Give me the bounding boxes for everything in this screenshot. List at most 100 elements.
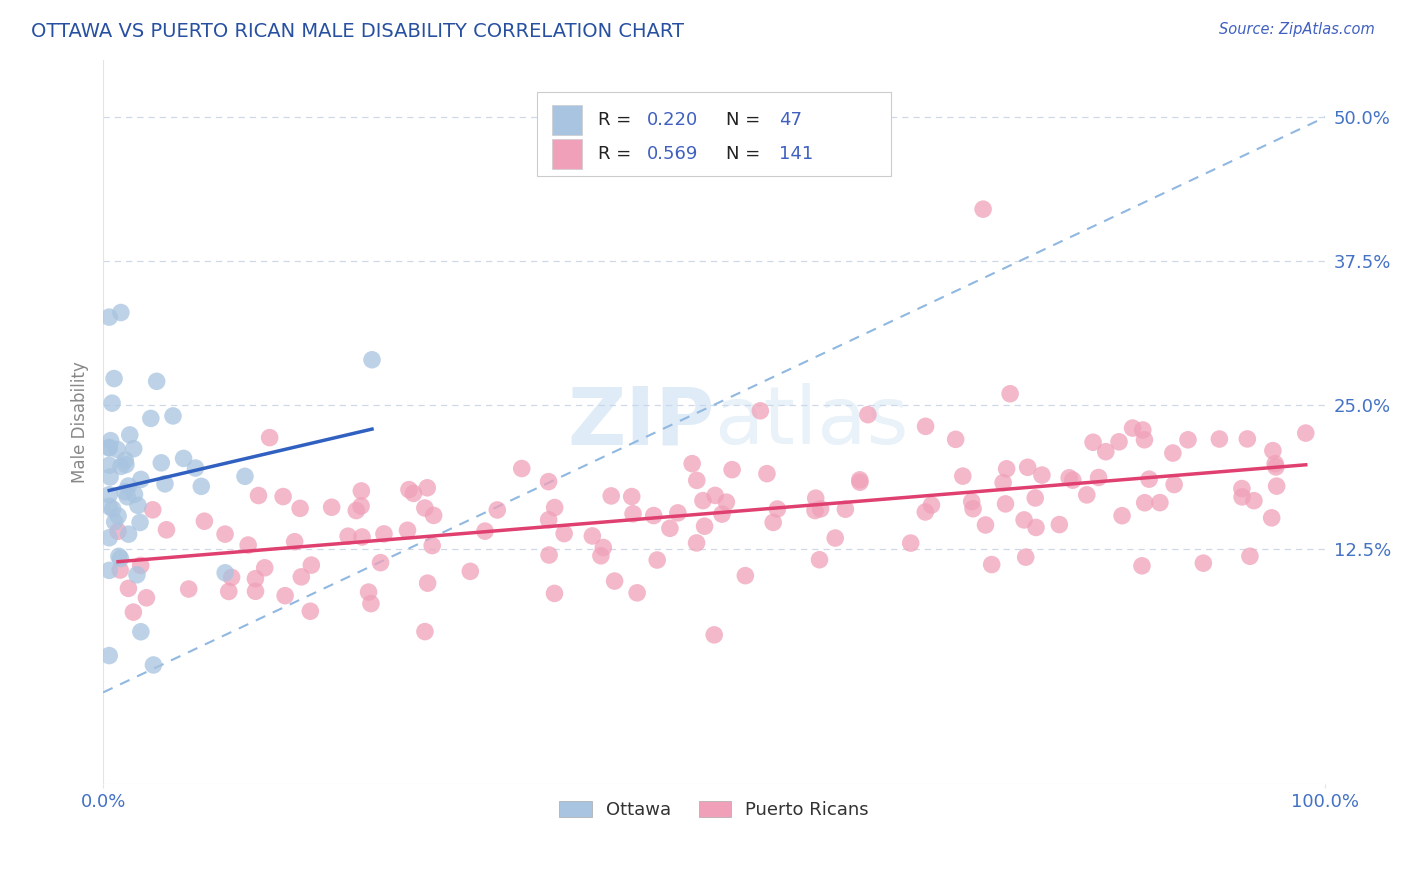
Point — [247, 489, 270, 503]
Point — [589, 549, 612, 563]
Point — [416, 576, 439, 591]
Y-axis label: Male Disability: Male Disability — [72, 361, 89, 483]
Text: N =: N = — [727, 111, 766, 128]
Point — [1076, 488, 1098, 502]
Point — [1031, 468, 1053, 483]
Point — [681, 457, 703, 471]
Text: 0.569: 0.569 — [647, 145, 699, 163]
Point — [271, 490, 294, 504]
Point — [360, 597, 382, 611]
Point — [114, 484, 136, 499]
Point — [153, 476, 176, 491]
Point — [98, 531, 121, 545]
Point — [766, 502, 789, 516]
Point — [1108, 434, 1130, 449]
Point — [122, 442, 145, 456]
Point — [1133, 496, 1156, 510]
Legend: Ottawa, Puerto Ricans: Ottawa, Puerto Ricans — [553, 793, 876, 826]
Point — [1057, 471, 1080, 485]
Point — [1236, 432, 1258, 446]
Point — [98, 458, 121, 473]
Point — [980, 558, 1002, 572]
Point — [804, 503, 827, 517]
Point — [173, 451, 195, 466]
Point — [1133, 433, 1156, 447]
Point — [114, 453, 136, 467]
Point — [849, 473, 872, 487]
Point — [100, 434, 122, 448]
Point — [1087, 470, 1109, 484]
Point — [1094, 444, 1116, 458]
Point — [337, 529, 360, 543]
Point — [626, 586, 648, 600]
Point — [299, 558, 322, 573]
Point — [1024, 491, 1046, 505]
Point — [1295, 426, 1317, 441]
Point — [600, 489, 623, 503]
Point — [603, 574, 626, 588]
Point — [420, 539, 443, 553]
Point — [321, 500, 343, 515]
Point — [98, 441, 121, 455]
Point — [808, 553, 831, 567]
Point — [98, 310, 121, 325]
Point — [422, 508, 444, 523]
Point — [856, 408, 879, 422]
Point — [1017, 460, 1039, 475]
Point — [98, 441, 121, 455]
Text: OTTAWA VS PUERTO RICAN MALE DISABILITY CORRELATION CHART: OTTAWA VS PUERTO RICAN MALE DISABILITY C… — [31, 22, 683, 41]
Point — [458, 565, 481, 579]
Point — [184, 461, 207, 475]
Point — [1260, 511, 1282, 525]
Point — [1264, 457, 1286, 471]
Point — [98, 500, 121, 514]
Point — [621, 507, 644, 521]
Point — [704, 488, 727, 502]
Point — [253, 561, 276, 575]
Point — [543, 586, 565, 600]
Point — [543, 500, 565, 515]
Point — [1025, 520, 1047, 534]
Point — [177, 582, 200, 596]
Point — [834, 502, 856, 516]
Point — [914, 505, 936, 519]
Point — [107, 524, 129, 539]
Point — [124, 487, 146, 501]
Point — [991, 475, 1014, 490]
FancyBboxPatch shape — [537, 92, 891, 176]
Point — [190, 479, 212, 493]
Point — [914, 419, 936, 434]
Point — [259, 431, 281, 445]
Point — [952, 469, 974, 483]
Point — [117, 527, 139, 541]
Point — [398, 483, 420, 497]
Point — [193, 514, 215, 528]
Point — [1177, 433, 1199, 447]
Text: R =: R = — [598, 111, 637, 128]
Point — [537, 475, 560, 489]
Point — [1015, 550, 1038, 565]
Point — [1163, 477, 1185, 491]
Point — [350, 499, 373, 513]
Point — [692, 493, 714, 508]
Text: ZIP: ZIP — [567, 383, 714, 461]
Text: 47: 47 — [779, 111, 801, 128]
Point — [1132, 423, 1154, 437]
Point — [357, 585, 380, 599]
Point — [1012, 513, 1035, 527]
Point — [98, 488, 121, 502]
Text: atlas: atlas — [714, 383, 908, 461]
Point — [162, 409, 184, 423]
Point — [537, 513, 560, 527]
Point — [110, 459, 132, 474]
Point — [1264, 459, 1286, 474]
Point — [101, 396, 124, 410]
Text: Source: ZipAtlas.com: Source: ZipAtlas.com — [1219, 22, 1375, 37]
Point — [299, 604, 322, 618]
Point — [129, 516, 152, 530]
Point — [693, 519, 716, 533]
Point — [370, 556, 392, 570]
Point — [1192, 556, 1215, 570]
Point — [350, 530, 373, 544]
Text: N =: N = — [727, 145, 766, 163]
